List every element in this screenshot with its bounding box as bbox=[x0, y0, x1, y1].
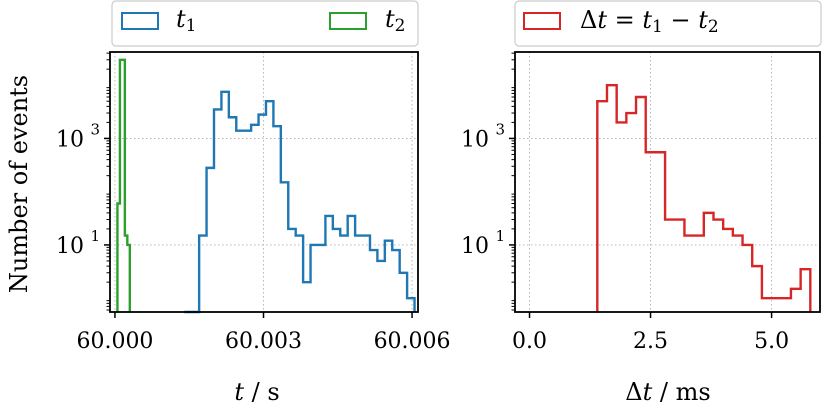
left-histograms bbox=[116, 58, 416, 314]
legend-swatch-dt bbox=[523, 12, 561, 30]
left-legend: t1 t2 bbox=[111, 0, 419, 47]
right-grid bbox=[515, 52, 820, 312]
right-legend-box bbox=[514, 0, 822, 47]
right-legend: Δt = t1 − t2 bbox=[514, 0, 822, 47]
right-ticks: 0.0 2.5 5.0 10 1 10 3 bbox=[461, 52, 789, 354]
left-ticks: 60.000 60.003 60.006 10 1 10 3 bbox=[56, 52, 451, 354]
right-x-axis-label: Δt / ms bbox=[625, 378, 710, 406]
left-x-tick-label: 60.000 bbox=[76, 329, 153, 354]
right-series--t-t-1-t-2 bbox=[596, 83, 812, 312]
right-x-tick-label: 5.0 bbox=[754, 329, 789, 354]
right-y-tick-label: 10 bbox=[461, 127, 489, 152]
left-y-tick-label: 10 bbox=[56, 234, 84, 259]
right-panel: 0.0 2.5 5.0 10 1 10 3 Δt = t1 − t2 Δt / ms bbox=[461, 0, 822, 406]
left-x-tick-label: 60.006 bbox=[374, 329, 451, 354]
legend-swatch-t1 bbox=[121, 12, 159, 30]
left-x-axis-label: t / s bbox=[234, 378, 279, 406]
right-x-tick-label: 2.5 bbox=[633, 329, 668, 354]
legend-label-t2-sub: 2 bbox=[395, 16, 406, 36]
left-y-tick-exponent: 1 bbox=[90, 227, 100, 245]
legend-swatch-t2 bbox=[329, 12, 367, 30]
left-grid bbox=[110, 52, 418, 312]
legend-label-dt: Δt = t1 − t2 bbox=[580, 6, 719, 37]
left-series-t-1 bbox=[184, 90, 416, 314]
left-axes-frame bbox=[109, 51, 419, 313]
left-y-tick-exponent: 3 bbox=[90, 120, 100, 138]
left-y-axis-label: Number of events bbox=[5, 75, 33, 293]
right-x-tick-label: 0.0 bbox=[512, 329, 547, 354]
left-series-t-2 bbox=[116, 58, 132, 312]
right-y-tick-exponent: 1 bbox=[495, 227, 505, 245]
left-y-tick-label: 10 bbox=[56, 127, 84, 152]
right-y-tick-exponent: 3 bbox=[495, 120, 505, 138]
left-panel: 60.000 60.003 60.006 10 1 10 3 t1 t2 t / s Num… bbox=[5, 0, 451, 406]
right-histogram bbox=[596, 83, 812, 312]
left-x-tick-label: 60.003 bbox=[225, 329, 302, 354]
right-y-tick-label: 10 bbox=[461, 234, 489, 259]
legend-label-t1-sub: 1 bbox=[186, 16, 197, 36]
right-axes-frame bbox=[514, 51, 821, 313]
